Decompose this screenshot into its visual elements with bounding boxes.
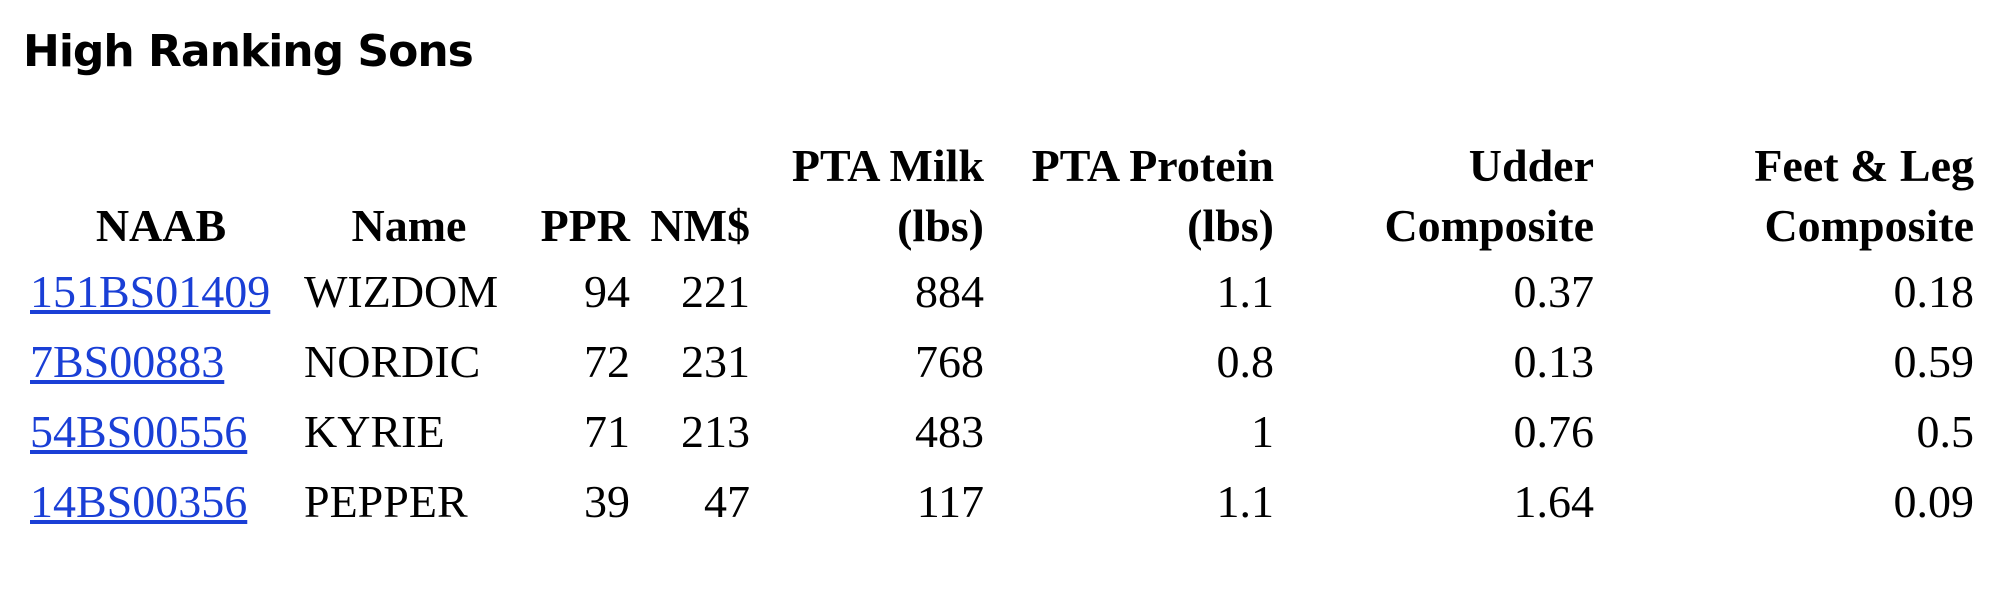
value-cell: 1.1 [1216, 475, 1275, 527]
name-cell: WIZDOM [304, 265, 499, 317]
value-cell: 1.1 [1216, 265, 1275, 317]
value-cell: 1.64 [1513, 475, 1595, 527]
name-cell: NORDIC [304, 335, 481, 387]
column-header: NM$ [650, 200, 750, 251]
value-cell: 768 [915, 335, 984, 387]
value-cell: 221 [681, 265, 750, 317]
sons-table: NAAB Name PPR NM$ PTA Milk (lbs) PTA Protein … [24, 136, 1980, 536]
value-cell: 0.37 [1513, 265, 1595, 317]
column-header: NAAB [95, 200, 227, 251]
value-cell: 0.76 [1513, 405, 1595, 457]
value-cell: 0.09 [1893, 475, 1975, 527]
naab-cell: 151BS01409 [24, 256, 298, 326]
naab-cell: 7BS00883 [24, 326, 298, 396]
value-cell: 0.13 [1513, 335, 1595, 387]
value-cell: 231 [681, 335, 750, 387]
column-header: Name [351, 200, 467, 251]
naab-cell: 54BS00556 [24, 396, 298, 466]
value-cell: 0.8 [1216, 335, 1275, 387]
value-cell: 1 [1251, 405, 1274, 457]
value-cell: 71 [584, 405, 630, 457]
page-title: High Ranking Sons [23, 26, 474, 77]
value-cell: 0.5 [1916, 405, 1975, 457]
column-header: Feet & Leg Composite [1754, 140, 1974, 251]
value-cell: 0.59 [1893, 335, 1975, 387]
column-header: PTA Milk (lbs) [791, 140, 984, 251]
column-header: PTA Protein (lbs) [1031, 140, 1274, 251]
value-cell: 39 [584, 475, 630, 527]
table-body: 151BS01409 WIZDOM 94 221 884 1.1 0.37 0.18 7BS00… [24, 256, 1980, 536]
value-cell: 47 [704, 475, 750, 527]
value-cell: 884 [915, 265, 984, 317]
value-cell: 117 [916, 475, 984, 527]
value-cell: 94 [584, 265, 630, 317]
table-row: 54BS00556 KYRIE 71 213 483 1 0.76 0.5 [24, 396, 1980, 466]
value-cell: 0.18 [1893, 265, 1975, 317]
naab-link[interactable]: 151BS01409 [30, 265, 271, 317]
table-row: 14BS00356 PEPPER 39 47 117 1.1 1.64 0.09 [24, 466, 1980, 536]
header-row: NAAB Name PPR NM$ PTA Milk (lbs) PTA Protein … [24, 136, 1980, 256]
naab-link[interactable]: 14BS00356 [30, 475, 248, 527]
table-row: 7BS00883 NORDIC 72 231 768 0.8 0.13 0.59 [24, 326, 1980, 396]
name-cell: PEPPER [304, 475, 468, 527]
value-cell: 213 [681, 405, 750, 457]
naab-link[interactable]: 54BS00556 [30, 405, 248, 457]
column-header: PPR [540, 200, 630, 251]
naab-cell: 14BS00356 [24, 466, 298, 536]
value-cell: 483 [915, 405, 984, 457]
column-header: Udder Composite [1384, 140, 1594, 251]
name-cell: KYRIE [304, 405, 445, 457]
table-row: 151BS01409 WIZDOM 94 221 884 1.1 0.37 0.18 [24, 256, 1980, 326]
naab-link[interactable]: 7BS00883 [30, 335, 225, 387]
value-cell: 72 [584, 335, 630, 387]
